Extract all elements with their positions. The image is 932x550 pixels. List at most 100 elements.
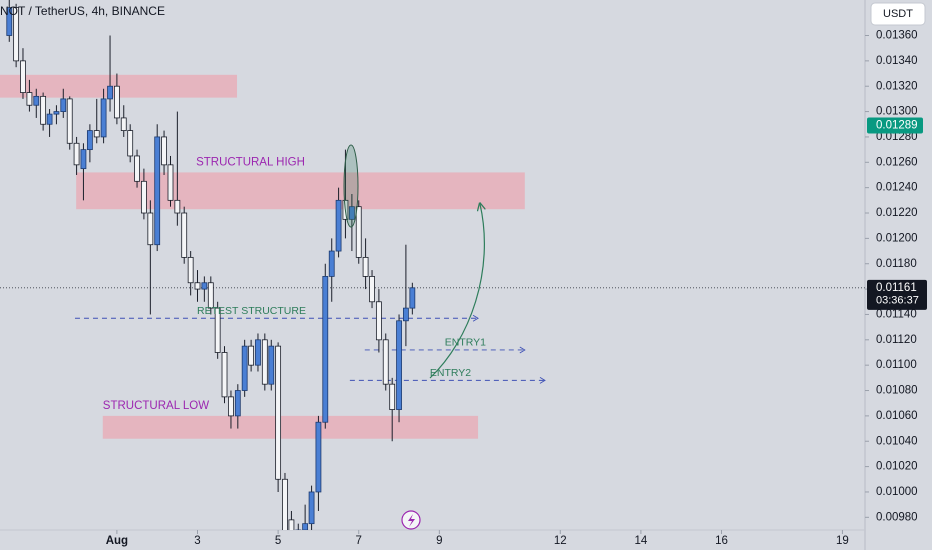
x-tick-label: 16 [715,535,728,547]
zone-label: STRUCTURAL HIGH [196,156,305,168]
candle-body [26,92,33,106]
candle-body [194,282,201,290]
candle-body [255,339,261,366]
candle-body [120,117,127,131]
y-tick-label: 0.01280 [876,131,918,143]
peak-highlight [343,144,359,228]
candle-body [134,155,140,182]
x-tick-label: 7 [356,535,362,547]
y-tick-label: 0.01140 [876,308,917,320]
candle-body [402,307,409,322]
candle-body [369,276,375,303]
zone [102,415,479,439]
candle-body [396,320,402,410]
candle-body [201,282,208,290]
candle-body [40,95,47,125]
candle-body [6,7,13,36]
candle-body [73,142,80,166]
candle-body [33,95,40,106]
zone-label: STRUCTURAL LOW [103,400,209,412]
candle-body [100,98,107,138]
level-label: RETEST STRUCTURE [197,305,306,317]
candle-body [268,345,275,385]
candles [6,0,416,530]
level-arrow [519,346,526,354]
level-label: ENTRY2 [430,367,471,379]
x-tick-label: Aug [106,535,128,547]
y-tick-label: 0.01060 [876,410,918,422]
candle-body [362,256,369,277]
candle-body [248,345,255,366]
candle-body [282,478,288,530]
x-tick-label: 5 [275,535,281,547]
marker-price-label: 0.01289 [876,120,918,132]
y-tick-label: 0.01300 [876,106,918,118]
y-tick-label: 0.01360 [876,30,918,42]
candle-body [389,383,396,410]
level-arrow [472,314,479,322]
y-tick-label: 0.01100 [876,359,917,371]
y-tick-label: 0.01180 [876,258,917,270]
candle-body [20,60,26,93]
x-tick-label: 3 [194,535,200,547]
candle-body [315,421,322,493]
countdown-label: 03:36:37 [876,295,919,307]
candle-body [322,276,329,423]
candle-body [228,396,234,417]
level-arrow [539,376,546,384]
y-tick-label: 0.01320 [876,80,918,92]
y-tick-label: 0.01080 [876,385,918,397]
level-label: ENTRY1 [445,337,486,349]
y-tick-label: 0.01000 [876,486,918,498]
candle-body [113,85,120,119]
y-tick-label: 0.01220 [876,207,918,219]
candle-body [60,98,67,112]
candle-body [382,339,389,385]
y-tick-label: 0.01240 [876,182,918,194]
y-tick-label: 0.01340 [876,55,918,67]
candle-body [140,180,147,214]
chart-title: NOT / TetherUS, 4h, BINANCE [0,4,165,18]
candle-body [66,98,73,144]
x-tick-label: 19 [836,535,849,547]
candle-body [348,206,355,220]
candle-body [167,164,174,201]
candle-body [161,136,167,166]
candle-body [302,523,309,530]
x-tick-label: 12 [554,535,567,547]
candle-body [154,136,161,246]
last-price-tag [867,279,927,310]
candle-body [53,111,60,115]
candle-body [181,212,188,258]
y-tick-label: 0.00980 [876,511,918,523]
y-tick-label: 0.01200 [876,232,918,244]
candle-body [46,113,53,125]
marker-price-tag [867,117,923,134]
currency-button[interactable] [870,2,926,26]
x-tick-label: 9 [436,535,442,547]
candle-body [13,7,20,62]
y-tick-label: 0.01020 [876,461,918,473]
candle-body [288,519,295,530]
candle-body [234,390,241,417]
candle-body [275,345,282,480]
candle-body [127,130,134,157]
candle-body [409,287,416,309]
event-icon-bolt [408,514,415,527]
y-tick-label: 0.01040 [876,435,918,447]
candle-body [174,199,181,214]
candle-body [107,85,113,100]
candle-body [335,199,342,252]
candle-body [261,339,268,385]
last-price-label: 0.01161 [876,282,917,294]
candle-body [214,307,221,353]
candle-body [147,212,154,246]
currency-label: USDT [883,8,913,20]
candle-body [80,149,87,170]
overlay: 0.00980 0.01000 0.01020 0.01040 0.01060 0.010… [103,30,927,547]
y-tick-label: 0.01120 [876,334,917,346]
x-tick-label: 14 [634,535,647,547]
candle-body [355,206,362,258]
levels [0,287,865,384]
